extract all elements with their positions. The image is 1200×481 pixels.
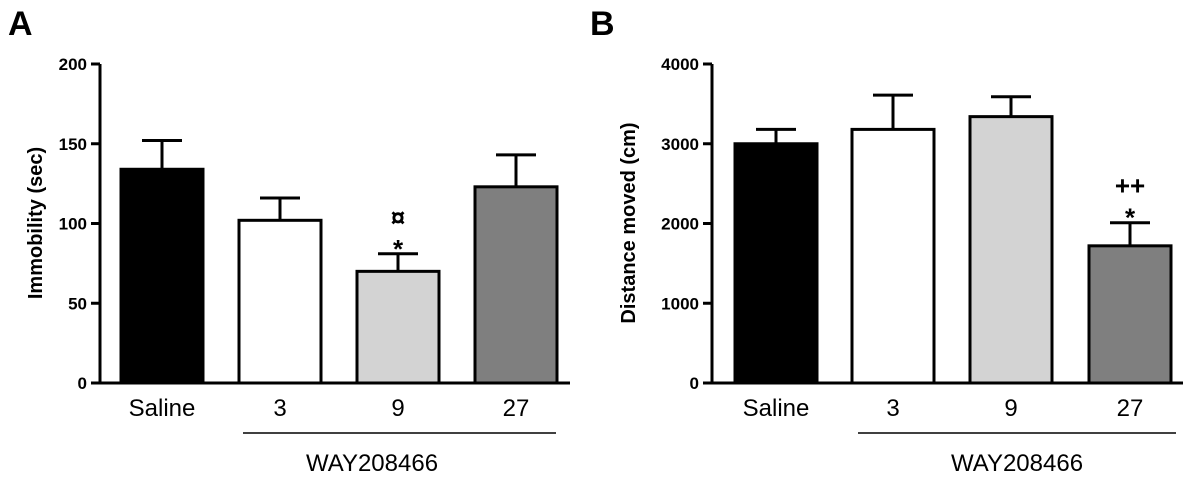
bar <box>119 167 205 385</box>
y-tick-label: 4000 <box>661 55 699 74</box>
significance-marker: ++ <box>1115 171 1145 201</box>
bar <box>850 127 936 385</box>
plot-area: Saline 3 9 27 0 1000 2000 3000 4000 ++* <box>661 55 1183 434</box>
y-tick-label: 3000 <box>661 135 699 154</box>
category-label: 3 <box>886 395 899 422</box>
y-tick-label: 0 <box>690 374 699 393</box>
category-label: 27 <box>1117 395 1144 422</box>
bar <box>473 185 559 385</box>
panel-letter: B <box>590 5 615 43</box>
category-label: Saline <box>129 395 196 422</box>
plot-area: Saline 3 9 27 0 50 100 150 200 ¤* <box>59 55 570 434</box>
y-tick-label: 2000 <box>661 215 699 234</box>
category-label: 27 <box>503 395 530 422</box>
significance-marker: * <box>393 234 404 264</box>
bar <box>733 142 819 385</box>
panel-letter: A <box>8 5 33 43</box>
y-axis-title: Distance moved (cm) <box>618 122 640 323</box>
significance-marker: * <box>1125 203 1136 233</box>
panel-b: B Distance moved (cm) WAY208466 Saline 3 9… <box>590 5 1183 477</box>
significance-marker: ¤ <box>391 202 405 232</box>
bar <box>1087 244 1173 385</box>
category-label: 9 <box>391 395 404 422</box>
y-axis-title: Immobility (sec) <box>25 147 47 299</box>
y-tick-label: 100 <box>59 215 87 234</box>
category-label: 3 <box>273 395 286 422</box>
y-tick-label: 50 <box>68 294 87 313</box>
category-label: 9 <box>1004 395 1017 422</box>
bar <box>355 269 441 385</box>
bar <box>968 115 1054 385</box>
group-label: WAY208466 <box>951 450 1083 477</box>
bar <box>237 218 323 385</box>
y-tick-label: 200 <box>59 55 87 74</box>
y-tick-label: 0 <box>78 374 87 393</box>
group-label: WAY208466 <box>306 450 438 477</box>
y-tick-label: 150 <box>59 135 87 154</box>
panel-a: A Immobility (sec) WAY208466 Saline 3 9 27 0… <box>8 5 570 477</box>
y-tick-label: 1000 <box>661 294 699 313</box>
category-label: Saline <box>743 395 810 422</box>
